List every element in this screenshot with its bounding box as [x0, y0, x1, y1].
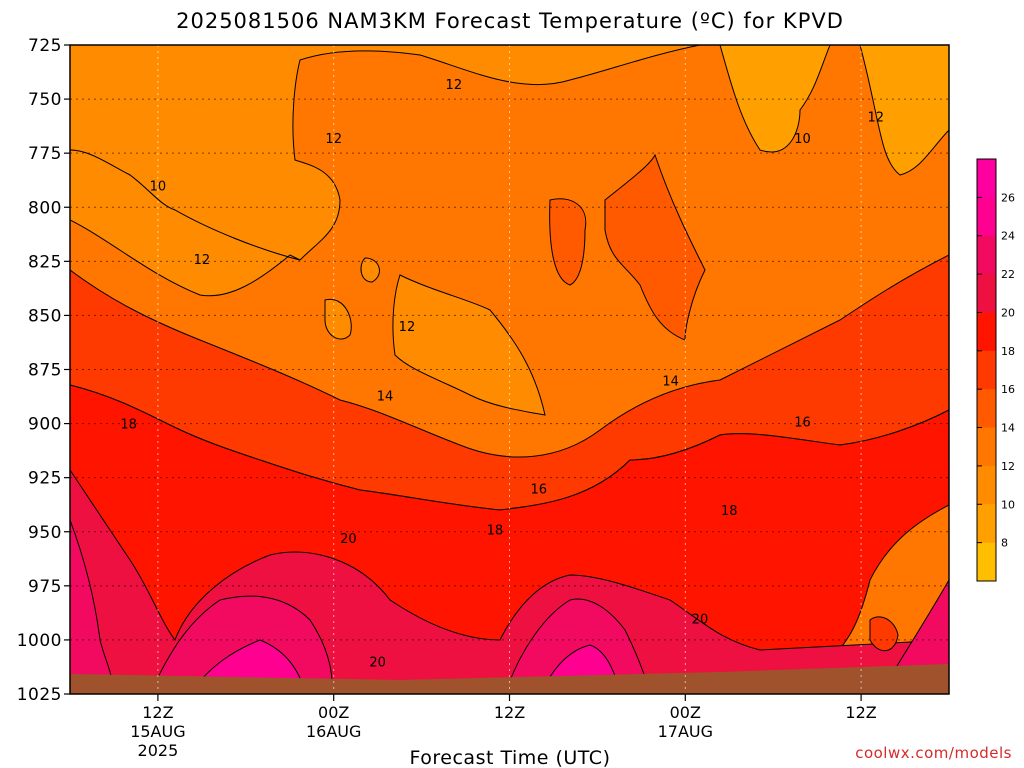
x-tick-label: 12Z — [142, 703, 173, 722]
band-18c-blob-right — [869, 616, 899, 652]
colorbar-segment — [977, 197, 996, 237]
plot-area — [69, 44, 950, 695]
band-12c-upper-edge — [70, 149, 301, 297]
y-axis: 725 750 775 800 825 850 875 900 925 950 975 1000 102… — [17, 36, 70, 705]
x-tick-label: 2025 — [138, 741, 179, 760]
contour-label: 10 — [794, 132, 811, 147]
colorbar-segment — [977, 465, 996, 505]
colorbar-label: 16 — [1001, 383, 1015, 396]
colorbar-label: 14 — [1001, 422, 1015, 435]
colorbar-segment — [977, 427, 996, 467]
y-tick-label: 1025 — [17, 685, 62, 705]
contour-label: 10 — [150, 180, 167, 195]
colorbar-label: 22 — [1001, 268, 1015, 281]
colorbar-label: 18 — [1001, 345, 1015, 358]
colorbar: 8 10 12 14 16 18 20 22 24 26 — [976, 158, 1015, 582]
colorbar-segment — [977, 235, 996, 275]
colorbar-segment — [977, 542, 996, 582]
contour-label: 12 — [446, 78, 463, 93]
contour-label: 12 — [867, 110, 884, 125]
contour-label: 16 — [531, 482, 548, 497]
colorbar-segment — [977, 274, 996, 313]
band-12c-blob-1 — [324, 298, 352, 340]
y-tick-label: 925 — [28, 469, 62, 489]
colorbar-segment — [977, 312, 996, 352]
contour-label: 18 — [721, 504, 738, 519]
y-tick-label: 725 — [28, 36, 62, 56]
colorbar-frame — [976, 158, 997, 582]
contour-label: 12 — [399, 320, 416, 335]
y-tick-label: 775 — [28, 144, 62, 164]
colorbar-segment — [977, 350, 996, 390]
band-12c-pocket — [392, 274, 546, 416]
contour-label: 12 — [325, 132, 342, 147]
x-axis-label: Forecast Time (UTC) — [410, 747, 611, 768]
y-tick-label: 975 — [28, 577, 62, 597]
contour-label: 14 — [662, 374, 679, 389]
colorbar-segment — [977, 504, 996, 544]
y-tick-label: 900 — [28, 415, 62, 435]
contour-label: 18 — [487, 524, 504, 539]
contour-label: 12 — [194, 253, 211, 268]
x-tick-label: 17AUG — [658, 722, 713, 741]
colorbar-label: 12 — [1001, 460, 1015, 473]
colorbar-segment — [977, 389, 996, 429]
band-10c-farright — [859, 45, 949, 176]
y-tick-label: 1000 — [17, 631, 62, 651]
x-tick-label: 00Z — [670, 703, 701, 722]
band-10c-right — [719, 45, 831, 153]
contour-label: 18 — [120, 418, 137, 433]
ground-strip — [70, 664, 949, 694]
y-tick-label: 850 — [28, 306, 62, 326]
y-tick-label: 800 — [28, 198, 62, 218]
colorbar-label: 20 — [1001, 306, 1015, 319]
contour-label: 20 — [369, 656, 386, 671]
band-16c-pocket-1 — [549, 198, 587, 286]
band-16c-pocket-2 — [604, 153, 706, 341]
credit-text: coolwx.com/models — [855, 744, 1012, 762]
contour-labels: 12 12 10 12 12 14 18 16 18 20 20 14 16 18 20 10 12 — [120, 78, 884, 671]
colorbar-label: 10 — [1001, 498, 1015, 511]
y-tick-label: 750 — [28, 90, 62, 110]
y-tick-label: 875 — [28, 361, 62, 381]
contour-label: 16 — [794, 415, 811, 430]
band-12c-blob-2 — [360, 257, 380, 283]
contour-label: 20 — [692, 612, 709, 627]
contour-label: 20 — [340, 532, 357, 547]
colorbar-label: 8 — [1001, 537, 1008, 550]
y-tick-label: 825 — [28, 252, 62, 272]
contour-label: 14 — [377, 389, 394, 404]
colorbar-label: 26 — [1001, 191, 1015, 204]
x-tick-label: 12Z — [845, 703, 876, 722]
y-tick-label: 950 — [28, 523, 62, 543]
x-tick-label: 00Z — [318, 703, 349, 722]
colorbar-segment — [977, 159, 996, 198]
colorbar-label: 24 — [1001, 230, 1015, 243]
grid — [70, 45, 949, 694]
x-tick-label: 16AUG — [306, 722, 361, 741]
x-tick-label: 15AUG — [130, 722, 185, 741]
chart-title: 2025081506 NAM3KM Forecast Temperature (… — [176, 9, 844, 33]
x-tick-label: 12Z — [494, 703, 525, 722]
